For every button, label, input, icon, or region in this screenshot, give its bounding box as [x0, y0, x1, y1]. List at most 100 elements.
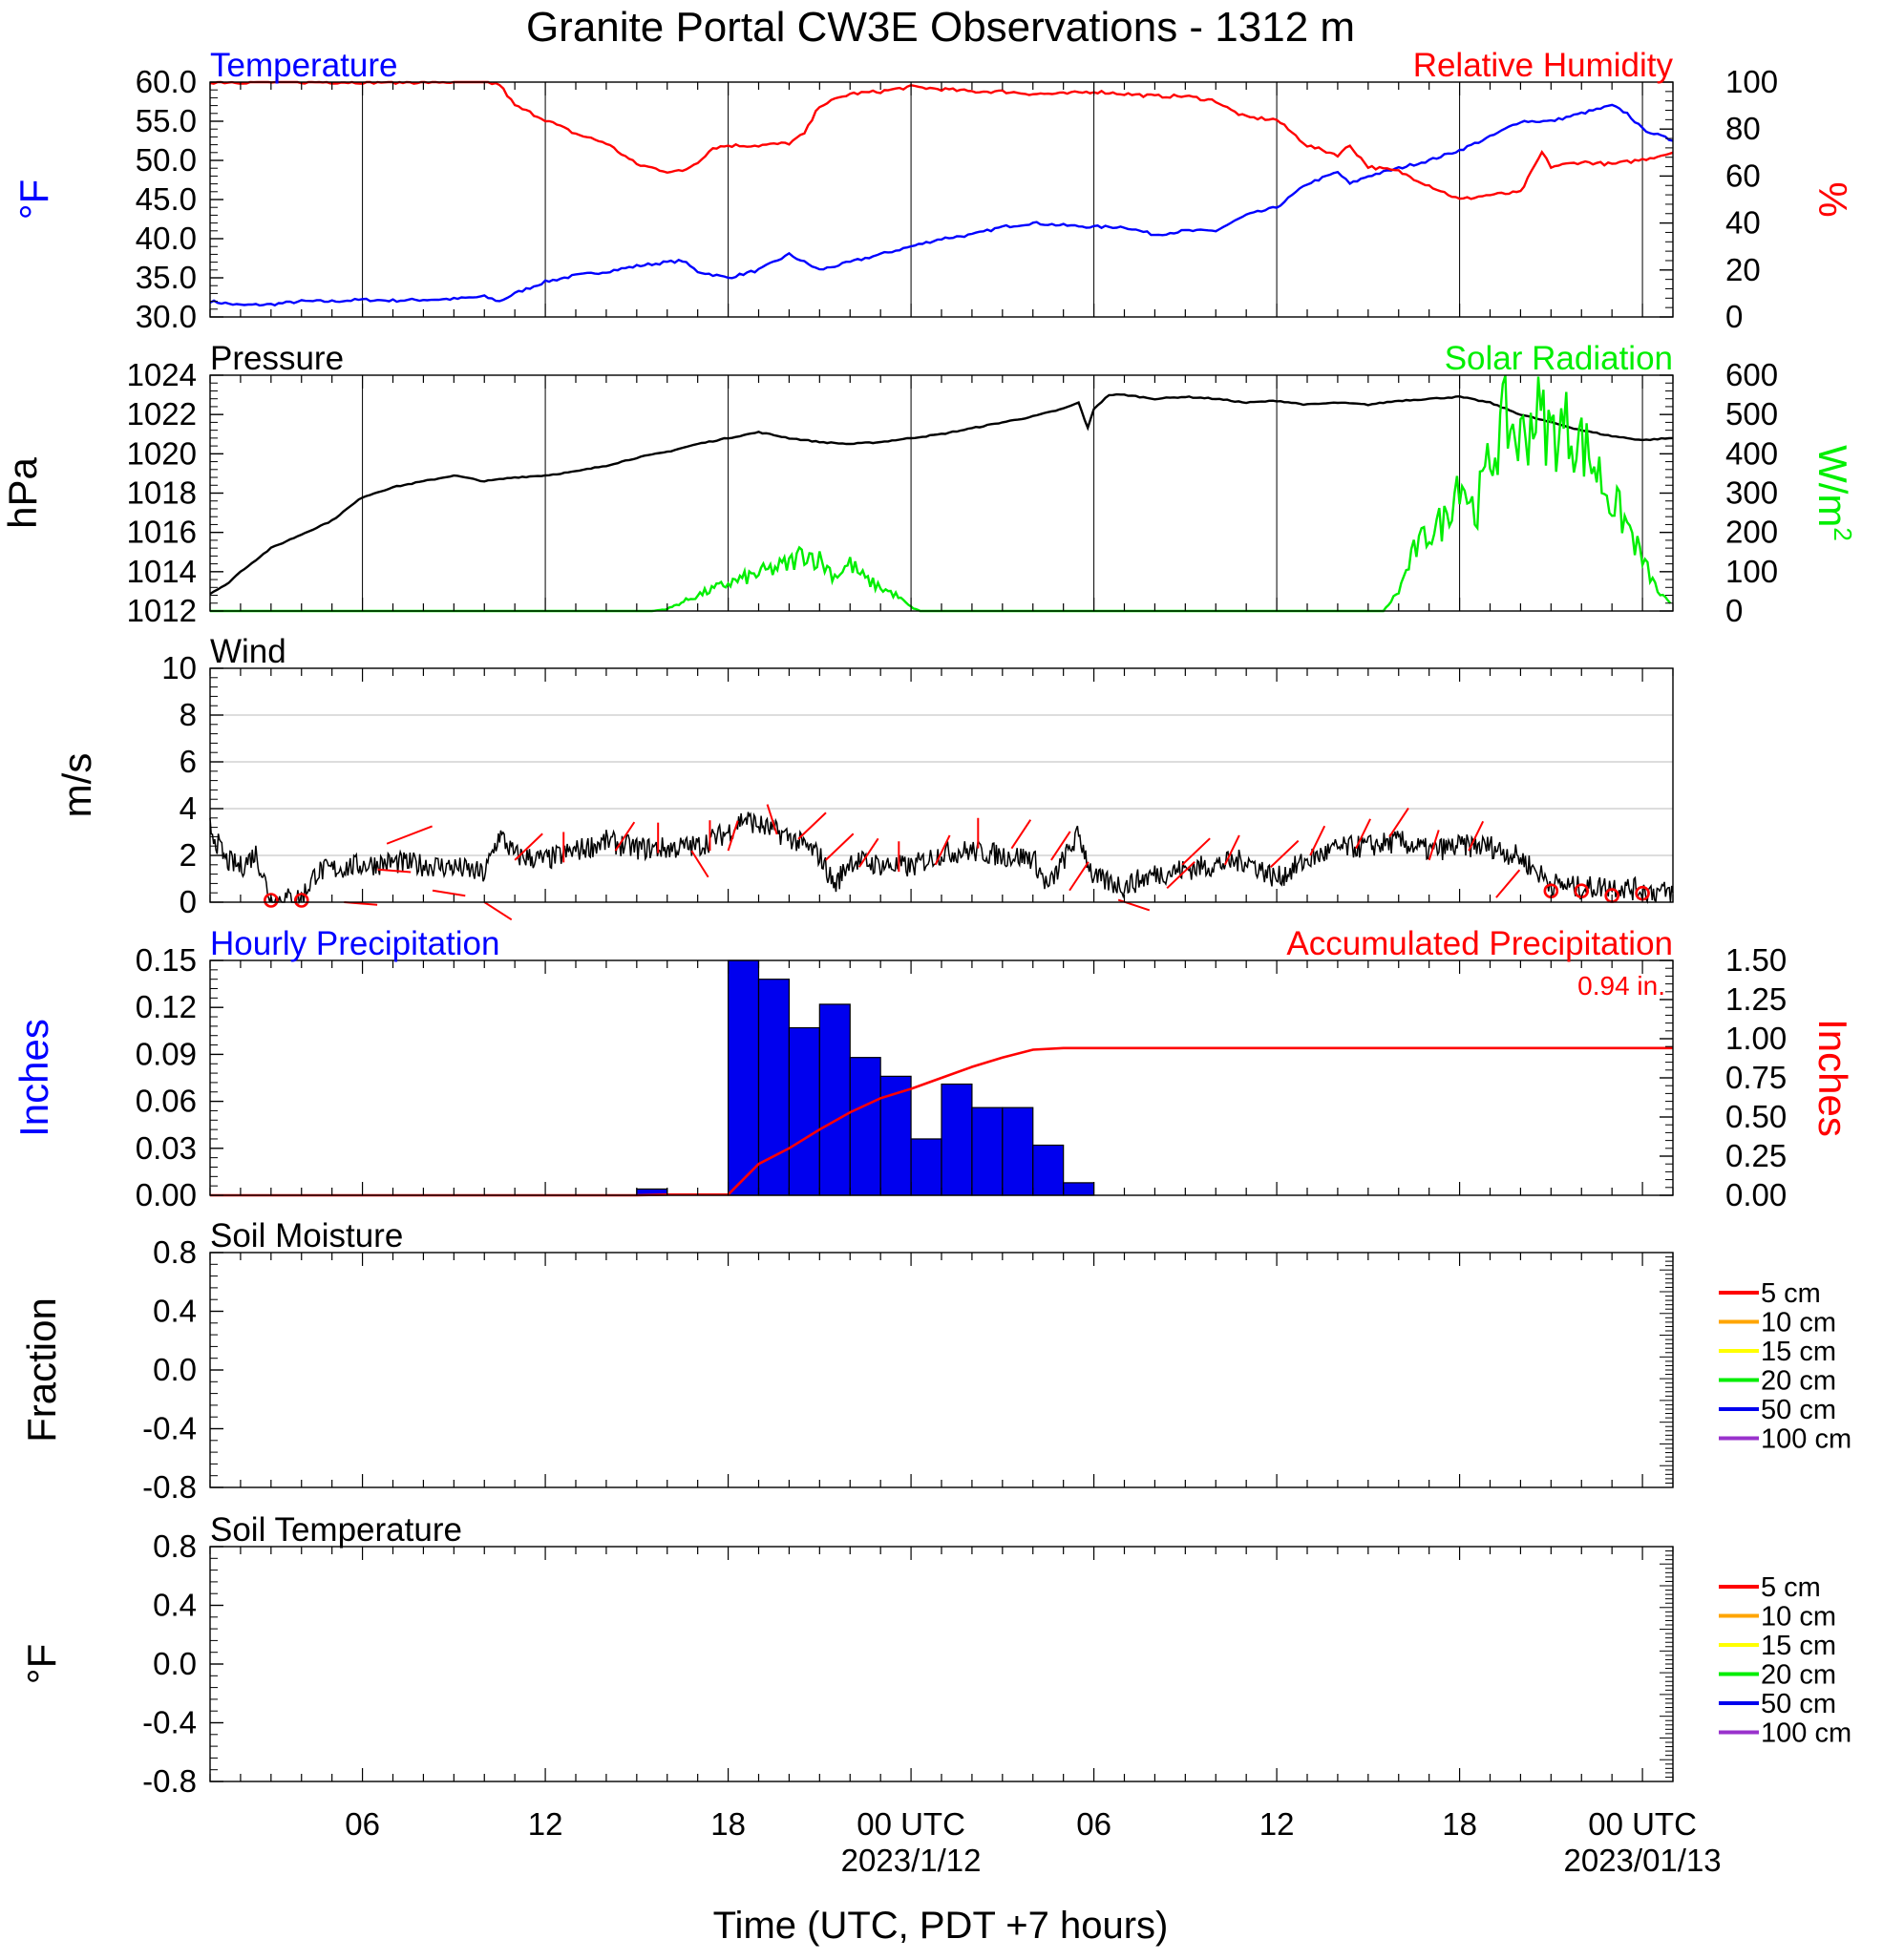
- series-title-hourly-precip: Hourly Precipitation: [210, 925, 499, 962]
- wind-barb: [727, 820, 739, 852]
- right-y-axis-label: %: [1810, 181, 1855, 217]
- wind-barb: [797, 811, 827, 840]
- wind-barb: [1117, 898, 1151, 912]
- x-date-label: 2023/1/12: [841, 1843, 982, 1878]
- y-axis-label: Inches: [11, 1019, 56, 1137]
- panel-temperature-humidity: 30.0 35.0 40.0 45.050.0 55.0 60.0 0 20 40 60 80 100…: [11, 47, 1855, 334]
- panel-soil-moisture: -0.8 -0.4 0.0 0.4 0.8 Soil Moisture Fraction 5 …: [19, 1217, 1851, 1505]
- left-tick-label: 1024: [127, 357, 197, 392]
- right-tick-label: 20: [1725, 252, 1761, 287]
- right-tick-label: 60: [1725, 158, 1761, 193]
- wind-barb: [857, 837, 879, 868]
- left-tick-label: -0.8: [142, 1763, 197, 1799]
- x-tick-label: 18: [1442, 1806, 1477, 1842]
- left-tick-label: 0.0: [153, 1646, 197, 1681]
- x-tick-label: 12: [528, 1806, 563, 1842]
- y-axis-label: hPa: [0, 456, 45, 528]
- right-tick-label: 0.50: [1725, 1099, 1787, 1134]
- right-y-axis-label: W/m2: [1810, 445, 1857, 541]
- left-tick-label: 0.12: [136, 989, 197, 1024]
- series-title-humidity: Relative Humidity: [1413, 47, 1674, 84]
- left-tick-label: -0.4: [142, 1705, 197, 1740]
- panel-precipitation: 0.00 0.03 0.06 0.09 0.12 0.15 0.00 0.25 0.50 0.75…: [11, 925, 1855, 1212]
- legend-label: 100 cm: [1761, 1718, 1851, 1749]
- left-tick-label: 4: [180, 790, 197, 826]
- left-tick-label: 0: [180, 884, 197, 919]
- wind-barb: [934, 834, 951, 866]
- legend-label: 20 cm: [1761, 1660, 1836, 1691]
- right-tick-label: 0.00: [1725, 1177, 1787, 1212]
- left-tick-label: 8: [180, 697, 197, 732]
- left-tick-label: 1020: [127, 435, 197, 471]
- precip-bar: [727, 959, 760, 1196]
- left-tick-label: 55.0: [136, 103, 197, 138]
- series-title-wind: Wind: [210, 633, 286, 670]
- right-tick-label: 1.50: [1725, 942, 1787, 978]
- right-tick-label: 100: [1725, 554, 1778, 589]
- wind-barb: [766, 804, 778, 835]
- x-date-label: 2023/01/13: [1563, 1843, 1721, 1878]
- plot-frame: [209, 81, 1674, 318]
- x-tick-label: 06: [1076, 1806, 1111, 1842]
- right-tick-label: 200: [1725, 515, 1778, 550]
- left-tick-label: 1012: [127, 593, 197, 628]
- x-tick-label: 06: [345, 1806, 380, 1842]
- right-tick-label: 100: [1725, 64, 1778, 99]
- y-axis-label: °F: [19, 1644, 64, 1684]
- wind-barb: [1166, 860, 1195, 890]
- precip-bar: [788, 1026, 820, 1196]
- wind-barb: [483, 901, 513, 921]
- x-tick-label: 18: [710, 1806, 746, 1842]
- right-tick-label: 0.25: [1725, 1138, 1787, 1173]
- left-tick-label: 0.8: [153, 1528, 197, 1564]
- x-tick-label: 00 UTC: [857, 1806, 965, 1842]
- legend-label: 5 cm: [1761, 1278, 1821, 1309]
- left-tick-label: 0.8: [153, 1234, 197, 1270]
- right-tick-label: 1.00: [1725, 1021, 1787, 1056]
- panel-title: Soil Temperature: [210, 1511, 462, 1549]
- left-tick-label: 6: [180, 744, 197, 779]
- series-title-temperature: Temperature: [210, 47, 397, 84]
- precip-bar: [849, 1057, 881, 1196]
- panels: 30.035.040.045.050.055.060.0020406080100…: [0, 47, 1857, 1799]
- right-tick-label: 400: [1725, 435, 1778, 471]
- accumulated-total-label: 0.94 in.: [1577, 971, 1665, 1001]
- right-y-axis-label: Inches: [1810, 1019, 1855, 1137]
- legend-label: 15 cm: [1761, 1337, 1836, 1367]
- humidity-line: [209, 80, 1674, 200]
- pressure-line: [209, 392, 1674, 596]
- left-tick-label: 0.4: [153, 1588, 197, 1623]
- legend-label: 50 cm: [1761, 1395, 1836, 1425]
- left-tick-label: 50.0: [136, 142, 197, 178]
- left-tick-label: 60.0: [136, 64, 197, 99]
- left-tick-label: 30.0: [136, 299, 197, 334]
- figure-title: Granite Portal CW3E Observations - 1312 …: [526, 4, 1355, 51]
- legend-label: 10 cm: [1761, 1308, 1836, 1338]
- wind-barb: [1010, 819, 1032, 850]
- wind-calm-marker: [293, 893, 309, 908]
- precip-bar: [1063, 1182, 1095, 1196]
- wind-barb: [1468, 820, 1485, 852]
- solar-radiation-line: [210, 375, 1672, 613]
- y-axis-label: Fraction: [19, 1297, 64, 1443]
- left-tick-label: 2: [180, 837, 197, 873]
- wind-barb: [1355, 818, 1371, 850]
- precip-bar: [1032, 1144, 1065, 1196]
- legend-label: 15 cm: [1761, 1631, 1836, 1661]
- right-tick-label: 300: [1725, 475, 1778, 511]
- left-tick-label: 0.03: [136, 1130, 197, 1166]
- wind-speed-line: [209, 811, 1674, 905]
- right-tick-label: 80: [1725, 111, 1761, 146]
- y-axis-label: m/s: [54, 753, 99, 818]
- left-tick-label: 0.15: [136, 942, 197, 978]
- panel-title: Soil Moisture: [210, 1217, 403, 1254]
- right-tick-label: 0: [1725, 299, 1743, 334]
- series-title-accumulated-precip: Accumulated Precipitation: [1286, 925, 1673, 962]
- series-title-solar: Solar Radiation: [1445, 340, 1673, 377]
- wind-barb: [377, 868, 412, 874]
- wind-barb: [1270, 839, 1300, 868]
- wind-barb: [1068, 861, 1090, 892]
- left-tick-label: 45.0: [136, 181, 197, 217]
